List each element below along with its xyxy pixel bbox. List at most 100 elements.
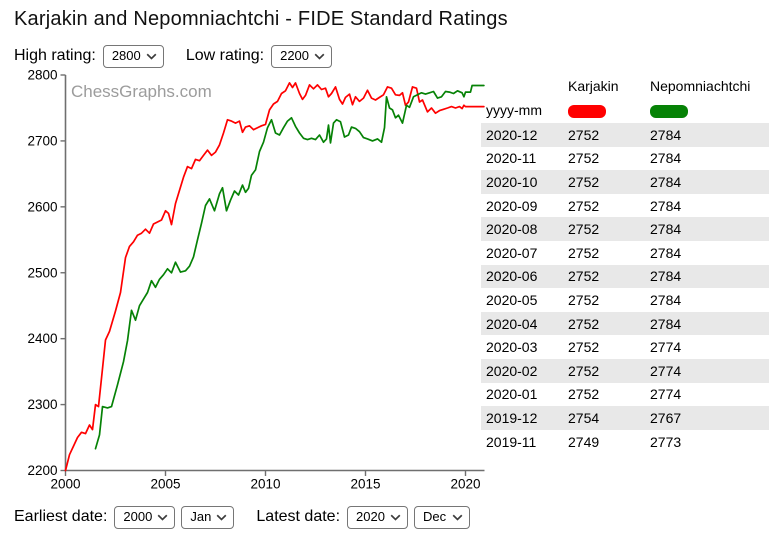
ratings-table-body: 2020-12 2752 2784 2020-11 2752 2784 2020-10 275… [481,123,769,453]
earliest-month-select-wrap: Jan [181,506,235,529]
x-tick-label: 2000 [50,477,80,492]
x-tick-label: 2010 [250,477,280,492]
y-tick-label: 2200 [27,463,57,478]
high-rating-label: High rating: [14,47,96,65]
nepomniachtchi-color-swatch [650,104,688,118]
table-row: 2020-08 2752 2784 [481,217,769,241]
x-tick-label: 2015 [350,477,380,492]
cell-karjakin-rating: 2752 [568,386,600,403]
cell-karjakin-rating: 2752 [568,362,600,379]
cell-date: 2020-11 [486,150,537,167]
series-line-karjakin [64,82,485,472]
cell-karjakin-rating: 2752 [568,291,600,308]
x-tick-label: 2020 [450,477,480,492]
cell-nepomniachtchi-rating: 2784 [650,268,682,285]
cell-nepomniachtchi-rating: 2774 [650,362,682,379]
table-row: 2019-11 2749 2773 [481,430,769,454]
cell-karjakin-rating: 2749 [568,433,600,450]
col-header-karjakin: Karjakin [568,78,619,94]
earliest-month-select[interactable]: Jan [181,506,235,529]
y-tick-label: 2600 [27,199,57,214]
cell-nepomniachtchi-rating: 2767 [650,409,682,426]
table-row: 2020-01 2752 2774 [481,383,769,407]
table-row: 2020-12 2752 2784 [481,123,769,147]
cell-karjakin-rating: 2752 [568,339,600,356]
cell-karjakin-rating: 2752 [568,315,600,332]
ratings-table-wrap: Karjakin Nepomniachtchi yyyy-mm 2020-12 2… [481,74,769,453]
cell-nepomniachtchi-rating: 2784 [650,150,682,167]
cell-date: 2019-12 [486,409,538,426]
y-tick-label: 2400 [27,331,57,346]
table-row: 2020-10 2752 2784 [481,170,769,194]
cell-nepomniachtchi-rating: 2784 [650,221,682,238]
cell-date: 2020-01 [486,386,538,403]
page-title: Karjakin and Nepomniachtchi - FIDE Stand… [14,8,508,30]
ratings-line-chart: 2200 2300 2400 2500 2600 2700 2800 2000 2005 2010… [27,70,485,492]
cell-date: 2020-09 [486,197,538,214]
y-tick-label: 2800 [27,70,57,83]
cell-karjakin-rating: 2754 [568,409,600,426]
cell-nepomniachtchi-rating: 2784 [650,126,682,143]
date-range-controls: Earliest date: 2000 Jan Latest date: 202… [14,506,476,529]
x-tick-label: 2005 [150,477,180,492]
low-rating-select-wrap: 2200 [271,45,333,68]
empty-header-cell [481,74,563,97]
cell-date: 2020-05 [486,291,538,308]
low-rating-select[interactable]: 2200 [271,45,333,68]
latest-date-label: Latest date: [256,508,341,526]
cell-karjakin-rating: 2752 [568,126,600,143]
cell-nepomniachtchi-rating: 2774 [650,386,682,403]
table-row: 2020-02 2752 2774 [481,358,769,383]
latest-year-select-wrap: 2020 [347,506,409,529]
table-row: 2020-03 2752 2774 [481,335,769,359]
cell-date: 2020-08 [486,221,538,238]
cell-nepomniachtchi-rating: 2773 [650,433,682,450]
latest-month-select-wrap: Dec [414,506,471,529]
cell-karjakin-rating: 2752 [568,173,600,190]
cell-date: 2020-02 [486,362,538,379]
cell-date: 2020-06 [486,268,538,285]
cell-nepomniachtchi-rating: 2784 [650,315,682,332]
earliest-year-select-wrap: 2000 [114,506,176,529]
date-format-label: yyyy-mm [486,102,542,118]
cell-date: 2020-04 [486,315,538,332]
cell-karjakin-rating: 2752 [568,150,600,167]
karjakin-color-swatch [568,104,606,118]
cell-karjakin-rating: 2752 [568,244,600,261]
cell-nepomniachtchi-rating: 2784 [650,244,682,261]
high-rating-select[interactable]: 2800 [102,45,164,68]
cell-date: 2020-10 [486,173,538,190]
table-row: 2020-11 2752 2784 [481,147,769,171]
latest-month-select[interactable]: Dec [414,506,471,529]
table-row: 2020-06 2752 2784 [481,264,769,289]
cell-nepomniachtchi-rating: 2774 [650,339,682,356]
table-row: 2020-05 2752 2784 [481,288,769,312]
cell-date: 2020-03 [486,339,538,356]
cell-karjakin-rating: 2752 [568,268,600,285]
col-header-nepomniachtchi: Nepomniachtchi [650,78,751,94]
earliest-date-label: Earliest date: [14,508,108,526]
latest-year-select[interactable]: 2020 [347,506,409,529]
cell-date: 2020-07 [486,244,538,261]
cell-nepomniachtchi-rating: 2784 [650,291,682,308]
cell-nepomniachtchi-rating: 2784 [650,197,682,214]
axes [64,75,485,472]
table-row: 2019-12 2754 2767 [481,406,769,430]
watermark: ChessGraphs.com [71,82,212,101]
ratings-table: Karjakin Nepomniachtchi yyyy-mm 2020-12 2… [481,74,769,453]
high-rating-select-wrap: 2800 [102,45,164,68]
cell-karjakin-rating: 2752 [568,221,600,238]
cell-karjakin-rating: 2752 [568,197,600,214]
y-tick-label: 2700 [27,133,57,148]
table-row: 2020-09 2752 2784 [481,194,769,218]
y-tick-label: 2500 [27,265,57,280]
earliest-year-select[interactable]: 2000 [114,506,176,529]
table-row: 2020-04 2752 2784 [481,311,769,336]
low-rating-label: Low rating: [185,47,265,65]
table-row: 2020-07 2752 2784 [481,241,769,265]
cell-nepomniachtchi-rating: 2784 [650,173,682,190]
cell-date: 2020-12 [486,126,538,143]
cell-date: 2019-11 [486,433,537,450]
y-tick-label: 2300 [27,397,57,412]
